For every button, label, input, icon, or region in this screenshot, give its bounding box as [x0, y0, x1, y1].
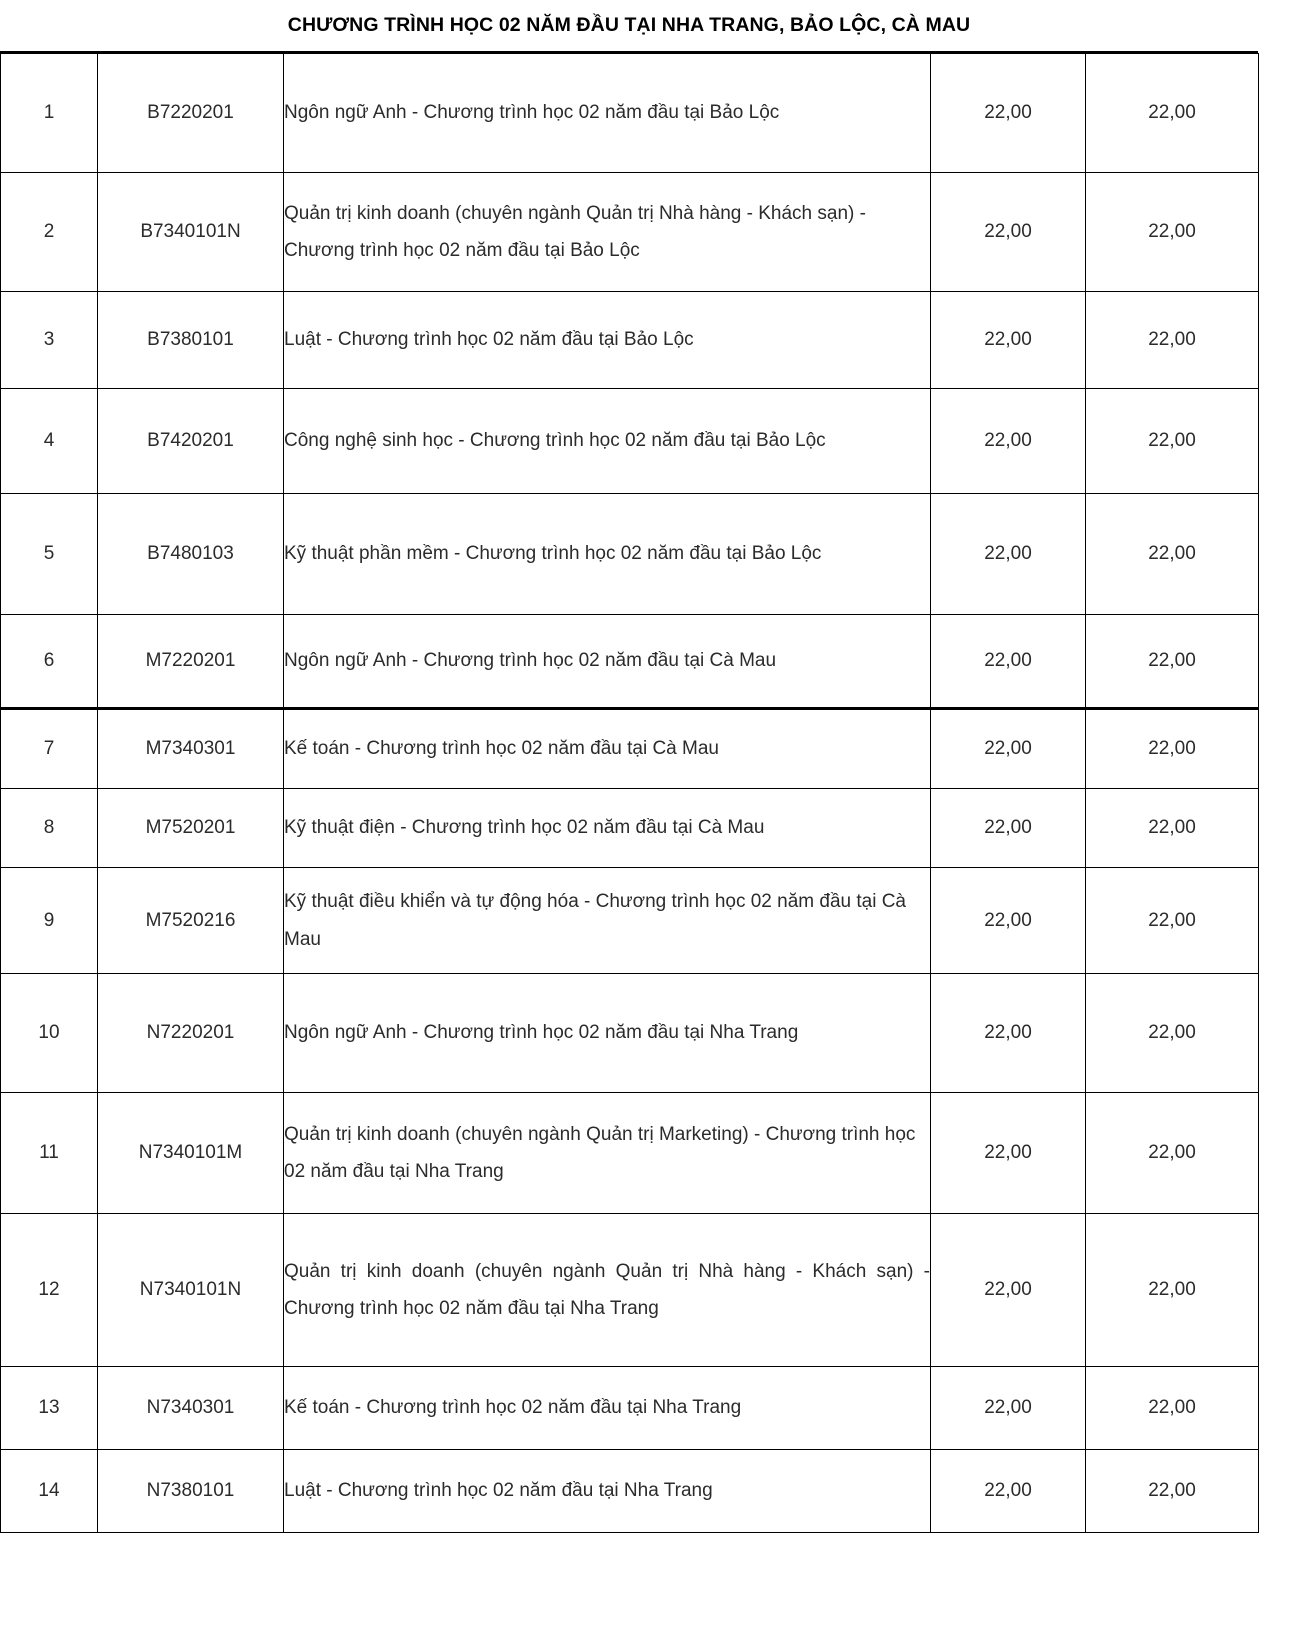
table-row: 11 N7340101M Quản trị kinh doanh (chuyên…: [0, 1092, 1259, 1214]
major-name: Kế toán - Chương trình học 02 năm đầu tạ…: [283, 708, 931, 789]
major-code: N7380101: [97, 1449, 284, 1533]
major-name: Kỹ thuật điện - Chương trình học 02 năm …: [283, 788, 931, 868]
table-row: 9 M7520216 Kỹ thuật điều khiển và tự độn…: [0, 867, 1259, 974]
major-name: Quản trị kinh doanh (chuyên ngành Quản t…: [283, 1213, 931, 1367]
table-row: 12 N7340101N Quản trị kinh doanh (chuyên…: [0, 1213, 1259, 1367]
row-index: 14: [0, 1449, 98, 1533]
score-column-1: 22,00: [930, 708, 1086, 789]
major-name: Ngôn ngữ Anh - Chương trình học 02 năm đ…: [283, 53, 931, 173]
score-column-2: 22,00: [1085, 788, 1259, 868]
major-code: M7220201: [97, 614, 284, 710]
score-column-1: 22,00: [930, 291, 1086, 389]
table-row: 6 M7220201 Ngôn ngữ Anh - Chương trình h…: [0, 614, 1259, 710]
score-column-2: 22,00: [1085, 1449, 1259, 1533]
score-column-2: 22,00: [1085, 1092, 1259, 1214]
score-column-2: 22,00: [1085, 172, 1259, 292]
score-column-1: 22,00: [930, 1366, 1086, 1450]
major-code: B7420201: [97, 388, 284, 494]
table-body: 1 B7220201 Ngôn ngữ Anh - Chương trình h…: [0, 53, 1259, 1533]
row-index: 4: [0, 388, 98, 494]
score-column-2: 22,00: [1085, 53, 1259, 173]
score-column-2: 22,00: [1085, 493, 1259, 615]
score-column-1: 22,00: [930, 788, 1086, 868]
score-column-1: 22,00: [930, 493, 1086, 615]
score-column-2: 22,00: [1085, 1213, 1259, 1367]
row-index: 5: [0, 493, 98, 615]
row-index: 9: [0, 867, 98, 974]
major-name: Quản trị kinh doanh (chuyên ngành Quản t…: [283, 1092, 931, 1214]
row-index: 13: [0, 1366, 98, 1450]
admission-score-table: 1 B7220201 Ngôn ngữ Anh - Chương trình h…: [0, 53, 1259, 1533]
score-column-2: 22,00: [1085, 708, 1259, 789]
table-row: 4 B7420201 Công nghệ sinh học - Chương t…: [0, 388, 1259, 494]
table-row: 14 N7380101 Luật - Chương trình học 02 n…: [0, 1449, 1259, 1533]
score-column-2: 22,00: [1085, 614, 1259, 710]
row-index: 2: [0, 172, 98, 292]
score-column-1: 22,00: [930, 867, 1086, 974]
score-column-2: 22,00: [1085, 1366, 1259, 1450]
table-row: 13 N7340301 Kế toán - Chương trình học 0…: [0, 1366, 1259, 1450]
major-code: M7520216: [97, 867, 284, 974]
major-code: N7340101M: [97, 1092, 284, 1214]
major-name: Kỹ thuật điều khiển và tự động hóa - Chư…: [283, 867, 931, 974]
major-code: B7340101N: [97, 172, 284, 292]
score-column-2: 22,00: [1085, 388, 1259, 494]
table-row: 8 M7520201 Kỹ thuật điện - Chương trình …: [0, 788, 1259, 868]
row-index: 1: [0, 53, 98, 173]
major-code: M7520201: [97, 788, 284, 868]
major-code: N7340301: [97, 1366, 284, 1450]
row-index: 11: [0, 1092, 98, 1214]
score-column-1: 22,00: [930, 614, 1086, 710]
major-name: Quản trị kinh doanh (chuyên ngành Quản t…: [283, 172, 931, 292]
page-title: CHƯƠNG TRÌNH HỌC 02 NĂM ĐẦU TẠI NHA TRAN…: [287, 14, 971, 36]
score-column-2: 22,00: [1085, 973, 1259, 1093]
score-column-1: 22,00: [930, 1092, 1086, 1214]
score-column-1: 22,00: [930, 973, 1086, 1093]
major-name: Kỹ thuật phần mềm - Chương trình học 02 …: [283, 493, 931, 615]
row-index: 7: [0, 708, 98, 789]
major-code: N7340101N: [97, 1213, 284, 1367]
major-name: Kế toán - Chương trình học 02 năm đầu tạ…: [283, 1366, 931, 1450]
table-title-row: CHƯƠNG TRÌNH HỌC 02 NĂM ĐẦU TẠI NHA TRAN…: [0, 0, 1258, 53]
score-column-1: 22,00: [930, 1449, 1086, 1533]
score-column-1: 22,00: [930, 172, 1086, 292]
major-code: B7380101: [97, 291, 284, 389]
table-row: 1 B7220201 Ngôn ngữ Anh - Chương trình h…: [0, 53, 1259, 173]
major-name: Ngôn ngữ Anh - Chương trình học 02 năm đ…: [283, 973, 931, 1093]
table-row: 7 M7340301 Kế toán - Chương trình học 02…: [0, 708, 1259, 789]
score-column-2: 22,00: [1085, 291, 1259, 389]
score-column-1: 22,00: [930, 388, 1086, 494]
row-index: 12: [0, 1213, 98, 1367]
score-column-1: 22,00: [930, 53, 1086, 173]
row-index: 3: [0, 291, 98, 389]
major-code: B7480103: [97, 493, 284, 615]
major-name: Luật - Chương trình học 02 năm đầu tại B…: [283, 291, 931, 389]
major-code: N7220201: [97, 973, 284, 1093]
score-column-1: 22,00: [930, 1213, 1086, 1367]
major-code: M7340301: [97, 708, 284, 789]
table-row: 2 B7340101N Quản trị kinh doanh (chuyên …: [0, 172, 1259, 292]
row-index: 10: [0, 973, 98, 1093]
major-name: Công nghệ sinh học - Chương trình học 02…: [283, 388, 931, 494]
table-row: 10 N7220201 Ngôn ngữ Anh - Chương trình …: [0, 973, 1259, 1093]
score-column-2: 22,00: [1085, 867, 1259, 974]
major-code: B7220201: [97, 53, 284, 173]
table-row: 3 B7380101 Luật - Chương trình học 02 nă…: [0, 291, 1259, 389]
table-row: 5 B7480103 Kỹ thuật phần mềm - Chương tr…: [0, 493, 1259, 615]
row-index: 8: [0, 788, 98, 868]
major-name: Ngôn ngữ Anh - Chương trình học 02 năm đ…: [283, 614, 931, 710]
row-index: 6: [0, 614, 98, 710]
major-name: Luật - Chương trình học 02 năm đầu tại N…: [283, 1449, 931, 1533]
